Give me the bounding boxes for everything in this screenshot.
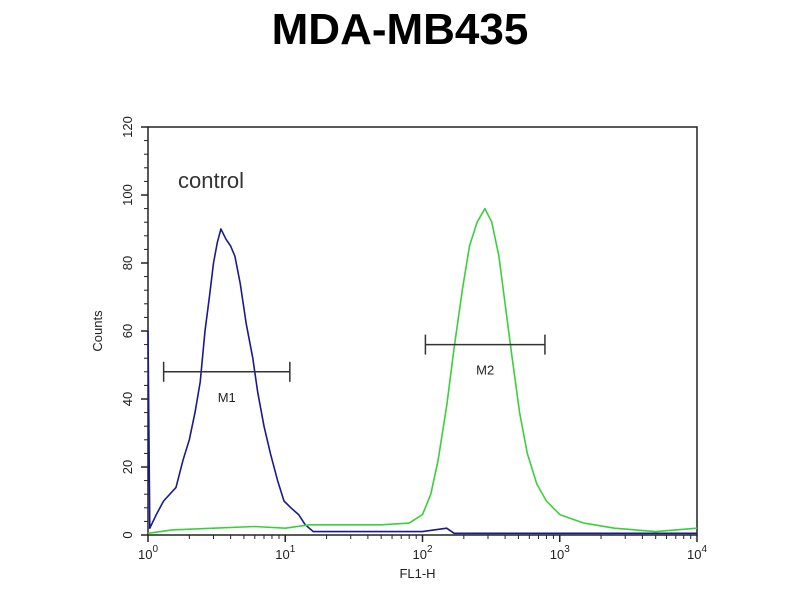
x-tick-label: 100 xyxy=(138,544,158,562)
y-tick-label: 60 xyxy=(120,324,135,338)
x-axis-label: FL1-H xyxy=(399,566,435,581)
marker-label: M1 xyxy=(218,390,236,405)
marker-label: M2 xyxy=(476,363,494,378)
y-tick-label: 80 xyxy=(120,256,135,270)
y-tick-label: 0 xyxy=(120,531,135,538)
y-tick-label: 120 xyxy=(120,116,135,138)
y-tick-label: 20 xyxy=(120,460,135,474)
x-tick-label: 101 xyxy=(275,544,295,562)
x-tick-label: 102 xyxy=(412,544,432,562)
y-tick-label: 100 xyxy=(120,184,135,206)
y-tick-label: 40 xyxy=(120,392,135,406)
control-histogram-line xyxy=(147,228,697,535)
sample-histogram-line xyxy=(147,207,698,535)
control-annotation: control xyxy=(178,168,244,193)
y-axis-label: Counts xyxy=(90,310,105,352)
chart-title: MDA-MB435 xyxy=(271,5,529,54)
x-tick-label: 104 xyxy=(687,544,707,562)
x-tick-label: 103 xyxy=(550,544,570,562)
